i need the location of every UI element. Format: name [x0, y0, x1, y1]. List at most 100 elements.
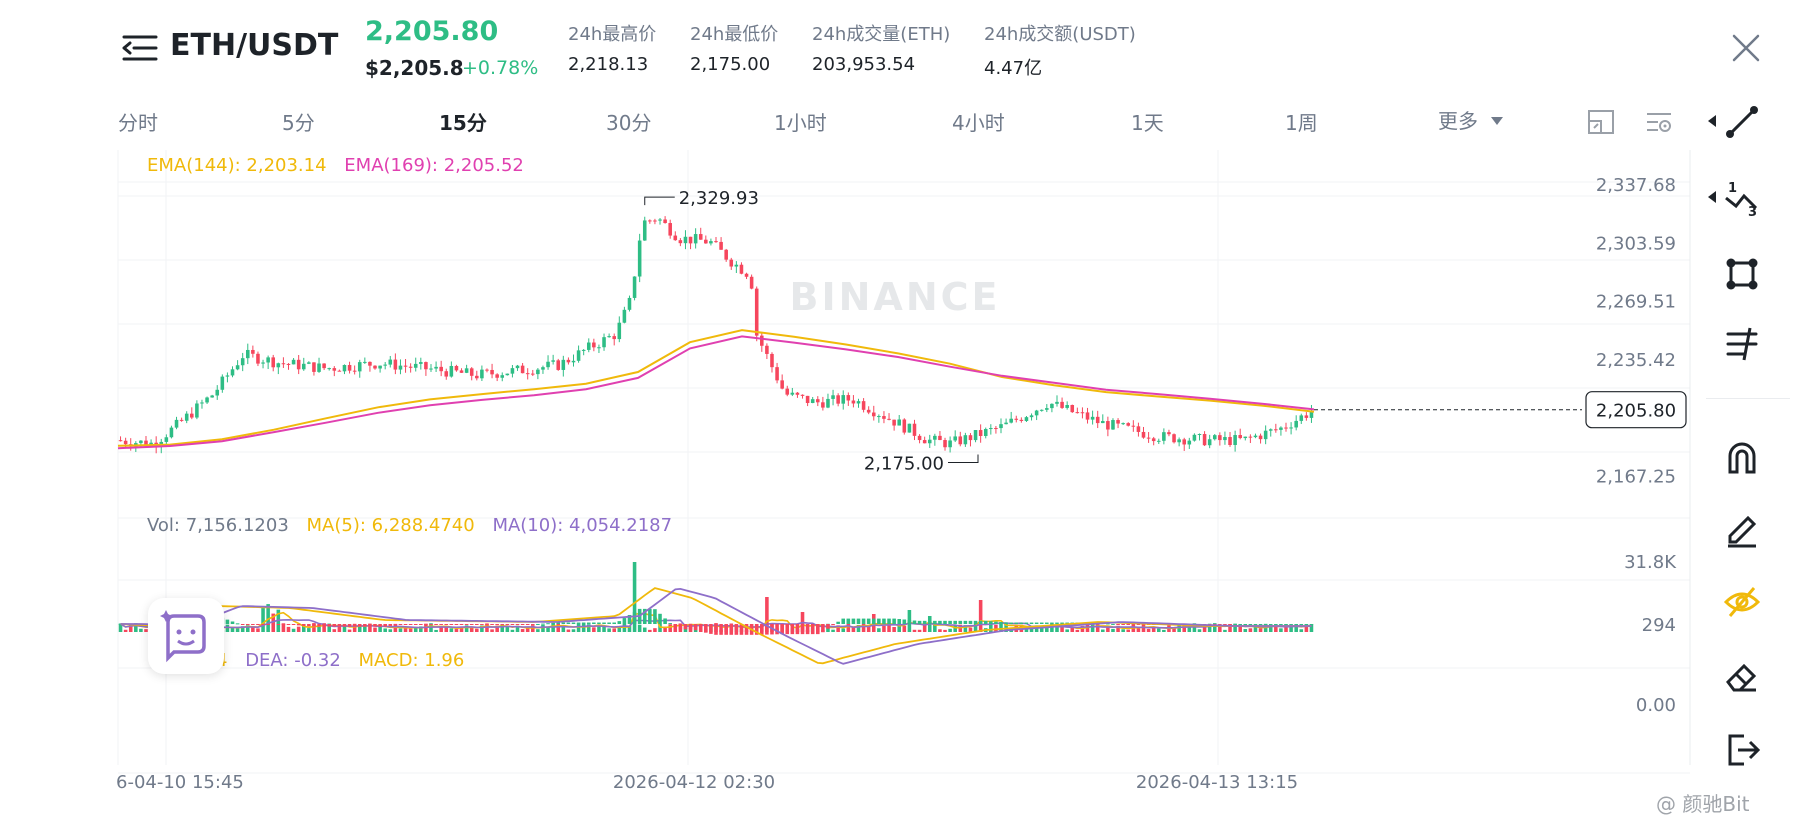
candle-body [536, 369, 540, 375]
chart-grid [117, 150, 1691, 774]
expand-arrow-icon[interactable] [1707, 114, 1717, 128]
volume-bar [1253, 626, 1258, 632]
macd-histogram-bar [1004, 622, 1008, 624]
tab-1w[interactable]: 1周 [1285, 111, 1318, 135]
macd-histogram-bar [754, 624, 759, 635]
candle-body [200, 402, 204, 404]
candle-body [927, 439, 932, 444]
volume-bar [1182, 624, 1187, 632]
macd-histogram-bar [627, 614, 632, 624]
macd-histogram-bar [841, 618, 846, 624]
candle-body [510, 368, 515, 374]
tab-15m[interactable]: 15分 [439, 111, 487, 135]
candle-body [800, 394, 805, 396]
macd-histogram-bar [877, 618, 881, 624]
tab-4h[interactable]: 4小时 [952, 111, 1005, 135]
tab-1d[interactable]: 1天 [1131, 111, 1164, 135]
tab-time-share[interactable]: 分时 [118, 111, 158, 135]
tab-30m[interactable]: 30分 [606, 111, 652, 135]
fib-tool-icon[interactable]: 1 3 [1722, 178, 1762, 218]
volume-bar [653, 628, 657, 632]
volume-bar [973, 623, 978, 632]
candle-body [907, 423, 912, 433]
candle-body [1167, 432, 1171, 435]
macd-histogram-bar [459, 624, 464, 625]
volume-bar [882, 625, 886, 632]
volume-bar [398, 628, 403, 632]
volume-bar [505, 625, 510, 632]
candle-body [821, 402, 825, 408]
more-intervals-dropdown[interactable]: 更多 [1438, 105, 1504, 134]
volume-bar [347, 629, 352, 632]
pencil-icon[interactable] [1722, 508, 1762, 548]
macd-histogram-bar [546, 623, 550, 625]
eraser-icon[interactable] [1722, 656, 1762, 696]
candle-body [1039, 409, 1044, 411]
macd-histogram-bar [245, 624, 250, 625]
macd-histogram-bar [419, 624, 423, 625]
candle-body [627, 297, 632, 310]
price-tick-label: 2,337.68 [1596, 175, 1676, 196]
close-icon[interactable] [1730, 32, 1762, 64]
macd-histogram-bar [1039, 622, 1044, 624]
macd-histogram-bar [760, 624, 764, 635]
candle-body [581, 349, 586, 351]
ai-assistant-button[interactable] [148, 598, 224, 674]
macd-histogram-bar [480, 624, 484, 625]
candle-body [719, 241, 723, 250]
volume-bar [1070, 627, 1075, 632]
chart-layout-icon[interactable] [1586, 108, 1616, 136]
candlestick-chart[interactable]: BINANCE 2,337.68 2,303.59 2,269.51 2,235.42… [0, 140, 1700, 800]
exit-icon[interactable] [1722, 730, 1762, 770]
menu-icon[interactable] [122, 34, 158, 62]
candle-body [561, 359, 566, 370]
volume-bar [1116, 625, 1120, 632]
indicator-tool-icon[interactable] [1722, 324, 1762, 364]
macd-histogram-bar [1055, 622, 1059, 624]
ema144-line [117, 329, 1315, 447]
volume-bar [617, 627, 622, 632]
volume-bar [485, 623, 489, 632]
macd-histogram-bar [424, 624, 428, 625]
line-tool-icon[interactable] [1722, 102, 1762, 142]
volume-bar [1289, 625, 1293, 632]
symbol-title[interactable]: ETH/USDT [170, 28, 339, 63]
macd-histogram-bar [1065, 622, 1069, 624]
macd-histogram-bar [327, 624, 331, 627]
volume-bar [576, 623, 581, 632]
macd-histogram-bar [286, 624, 291, 625]
macd-histogram-bar [1029, 622, 1034, 624]
candle-body [1121, 423, 1125, 425]
magnet-icon[interactable] [1722, 436, 1762, 476]
candle-body [602, 337, 606, 348]
price-tick-label: 2,303.59 [1596, 233, 1676, 254]
expand-arrow-icon[interactable] [1707, 190, 1717, 204]
volume-bar [1197, 629, 1202, 632]
candle-body [597, 347, 601, 349]
macd-histogram-bar [1050, 622, 1054, 624]
shape-tool-icon[interactable] [1722, 254, 1762, 294]
candle-body [586, 342, 591, 350]
macd-histogram-bar [592, 622, 596, 624]
candle-body [531, 373, 535, 375]
volume-bar [434, 629, 438, 632]
macd-histogram-bar [581, 622, 586, 624]
volume-bar [525, 628, 530, 632]
candle-body [225, 375, 230, 377]
candle-body [1095, 416, 1100, 424]
volume-bar [1274, 625, 1278, 632]
macd-histogram-bar [373, 624, 377, 627]
macd-histogram-bar [871, 618, 876, 624]
tab-5m[interactable]: 5分 [282, 111, 315, 135]
macd-histogram-bar [1279, 624, 1283, 625]
candle-body [744, 273, 749, 277]
macd-histogram-bar [1131, 624, 1136, 625]
candle-body [1177, 439, 1181, 443]
candle-body [1182, 439, 1187, 445]
tab-1h[interactable]: 1小时 [774, 111, 827, 135]
chart-settings-icon[interactable] [1644, 108, 1674, 136]
macd-histogram-bar [1248, 624, 1253, 625]
volume-bar [663, 626, 667, 632]
candle-body [363, 361, 367, 363]
eye-slash-icon[interactable] [1722, 582, 1762, 622]
